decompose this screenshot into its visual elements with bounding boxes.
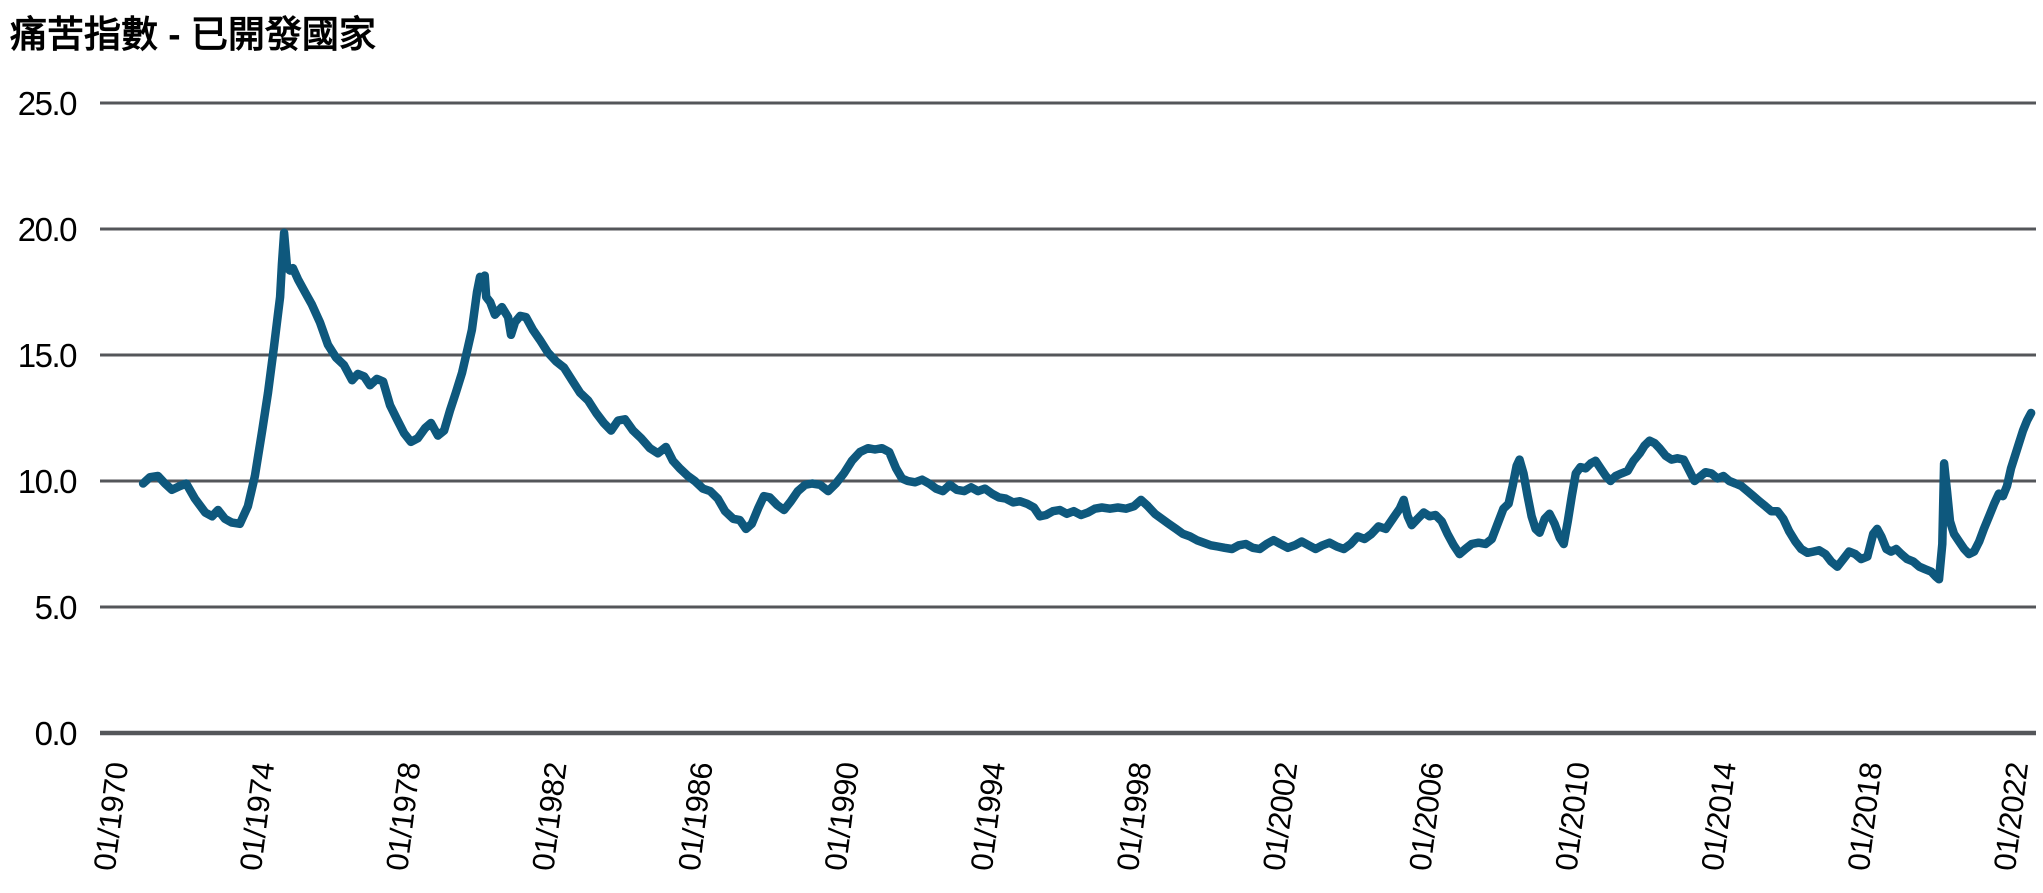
x-axis-tick-label: 01/1982 bbox=[525, 761, 573, 873]
x-axis-tick-label: 01/2006 bbox=[1402, 761, 1450, 873]
x-axis-tick-label: 01/1998 bbox=[1110, 761, 1158, 873]
chart-title: 痛苦指數 - 已開發國家 bbox=[10, 14, 376, 55]
x-axis-tick-label: 01/1974 bbox=[233, 760, 281, 872]
series-line-developed-markets bbox=[138, 228, 2036, 584]
x-axis-tick-label: 01/1994 bbox=[964, 760, 1012, 872]
y-axis-tick-label: 20.0 bbox=[18, 211, 77, 248]
x-axis-tick-label: 01/1986 bbox=[672, 761, 720, 873]
y-axis-tick-label: 10.0 bbox=[18, 463, 77, 500]
y-axis-tick-label: 0.0 bbox=[35, 715, 78, 752]
y-axis-tick-label: 25.0 bbox=[18, 85, 77, 122]
x-axis-tick-label: 01/2018 bbox=[1841, 761, 1889, 873]
x-axis-tick-label: 01/2002 bbox=[1256, 761, 1304, 873]
y-axis-tick-label: 5.0 bbox=[35, 589, 78, 626]
x-axis-tick-label: 01/2010 bbox=[1549, 760, 1597, 872]
x-axis-tick-label: 01/1990 bbox=[818, 760, 866, 872]
x-axis-tick-label: 01/1978 bbox=[379, 761, 427, 873]
x-axis-tick-label: 01/1970 bbox=[87, 760, 135, 872]
y-axis-tick-label: 15.0 bbox=[18, 337, 77, 374]
x-axis-tick-label: 01/2014 bbox=[1695, 760, 1743, 872]
x-axis-tick-label: 01/2022 bbox=[1987, 761, 2035, 873]
